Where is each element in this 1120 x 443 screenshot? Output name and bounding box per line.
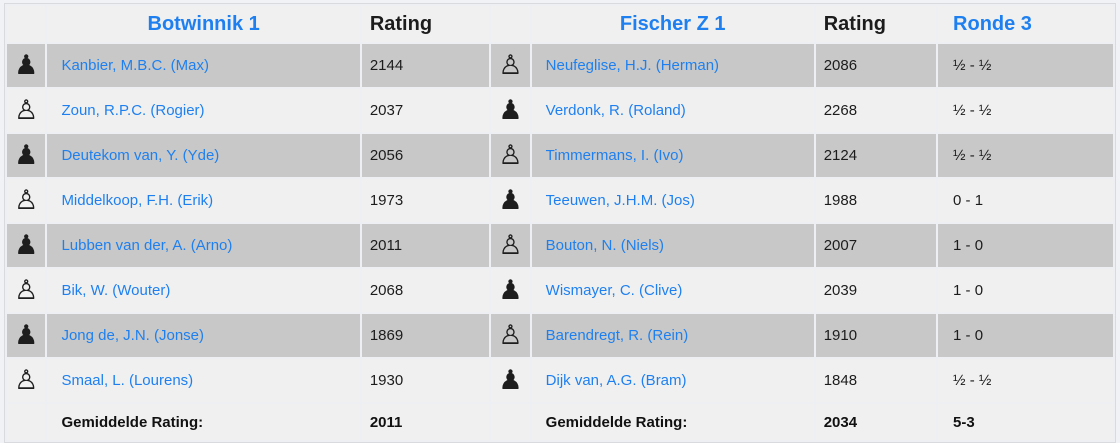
match-table: Botwinnik 1 Rating Fischer Z 1 Rating Ro… bbox=[4, 4, 1115, 442]
away-player-link[interactable]: Dijk van, A.G. (Bram) bbox=[529, 357, 816, 404]
black-pawn-icon: ♟ bbox=[4, 312, 48, 359]
home-player-rating: 1869 bbox=[359, 312, 492, 359]
away-average-rating-label: Gemiddelde Rating: bbox=[529, 402, 816, 442]
white-pawn-icon: ♙ bbox=[4, 87, 48, 134]
away-player-link[interactable]: Bouton, N. (Niels) bbox=[529, 222, 816, 269]
away-rating-header: Rating bbox=[813, 4, 939, 44]
footer-piece-cell bbox=[489, 402, 532, 442]
home-player-link[interactable]: Zoun, R.P.C. (Rogier) bbox=[45, 87, 362, 134]
board-result: ½ - ½ bbox=[936, 87, 1115, 134]
average-rating-row: Gemiddelde Rating: 2011 Gemiddelde Ratin… bbox=[4, 402, 1115, 442]
home-player-rating: 1930 bbox=[359, 357, 492, 404]
white-pawn-icon: ♙ bbox=[489, 222, 532, 269]
board-row-3: ♟ Deutekom van, Y. (Yde) 2056 ♙ Timmerma… bbox=[4, 132, 1115, 179]
away-player-link[interactable]: Verdonk, R. (Roland) bbox=[529, 87, 816, 134]
header-row: Botwinnik 1 Rating Fischer Z 1 Rating Ro… bbox=[4, 4, 1115, 44]
home-player-link[interactable]: Lubben van der, A. (Arno) bbox=[45, 222, 362, 269]
home-player-link[interactable]: Kanbier, M.B.C. (Max) bbox=[45, 42, 362, 89]
board-result: 1 - 0 bbox=[936, 222, 1115, 269]
board-result: ½ - ½ bbox=[936, 132, 1115, 179]
home-player-rating: 2144 bbox=[359, 42, 492, 89]
away-player-rating: 2086 bbox=[813, 42, 939, 89]
board-row-6: ♙ Bik, W. (Wouter) 2068 ♟ Wismayer, C. (… bbox=[4, 267, 1115, 314]
white-pawn-icon: ♙ bbox=[4, 177, 48, 224]
board-result: ½ - ½ bbox=[936, 357, 1115, 404]
white-pawn-icon: ♙ bbox=[489, 42, 532, 89]
black-pawn-icon: ♟ bbox=[4, 132, 48, 179]
away-player-rating: 2268 bbox=[813, 87, 939, 134]
away-player-link[interactable]: Barendregt, R. (Rein) bbox=[529, 312, 816, 359]
black-pawn-icon: ♟ bbox=[4, 222, 48, 269]
home-player-rating: 2011 bbox=[359, 222, 492, 269]
home-team-header[interactable]: Botwinnik 1 bbox=[45, 4, 362, 44]
away-average-rating-value: 2034 bbox=[813, 402, 939, 442]
white-pawn-icon: ♙ bbox=[4, 267, 48, 314]
home-player-link[interactable]: Smaal, L. (Lourens) bbox=[45, 357, 362, 404]
footer-piece-cell bbox=[4, 402, 48, 442]
board-result: ½ - ½ bbox=[936, 42, 1115, 89]
match-total-score: 5-3 bbox=[936, 402, 1115, 442]
away-player-link[interactable]: Wismayer, C. (Clive) bbox=[529, 267, 816, 314]
board-row-7: ♟ Jong de, J.N. (Jonse) 1869 ♙ Barendreg… bbox=[4, 312, 1115, 359]
home-player-link[interactable]: Bik, W. (Wouter) bbox=[45, 267, 362, 314]
board-result: 1 - 0 bbox=[936, 312, 1115, 359]
away-player-rating: 2124 bbox=[813, 132, 939, 179]
black-pawn-icon: ♟ bbox=[489, 87, 532, 134]
black-pawn-icon: ♟ bbox=[489, 177, 532, 224]
away-player-rating: 1910 bbox=[813, 312, 939, 359]
board-result: 1 - 0 bbox=[936, 267, 1115, 314]
white-pawn-icon: ♙ bbox=[489, 312, 532, 359]
away-piece-header-cell bbox=[489, 4, 532, 44]
board-row-5: ♟ Lubben van der, A. (Arno) 2011 ♙ Bouto… bbox=[4, 222, 1115, 269]
white-pawn-icon: ♙ bbox=[489, 132, 532, 179]
away-player-rating: 1988 bbox=[813, 177, 939, 224]
board-row-4: ♙ Middelkoop, F.H. (Erik) 1973 ♟ Teeuwen… bbox=[4, 177, 1115, 224]
away-player-rating: 2039 bbox=[813, 267, 939, 314]
board-row-1: ♟ Kanbier, M.B.C. (Max) 2144 ♙ Neufeglis… bbox=[4, 42, 1115, 89]
away-player-link[interactable]: Timmermans, I. (Ivo) bbox=[529, 132, 816, 179]
away-team-header[interactable]: Fischer Z 1 bbox=[529, 4, 816, 44]
home-average-rating-label: Gemiddelde Rating: bbox=[45, 402, 362, 442]
home-average-rating-value: 2011 bbox=[359, 402, 492, 442]
home-player-rating: 2037 bbox=[359, 87, 492, 134]
home-piece-header-cell bbox=[4, 4, 48, 44]
home-player-link[interactable]: Deutekom van, Y. (Yde) bbox=[45, 132, 362, 179]
black-pawn-icon: ♟ bbox=[4, 42, 48, 89]
away-player-link[interactable]: Neufeglise, H.J. (Herman) bbox=[529, 42, 816, 89]
white-pawn-icon: ♙ bbox=[4, 357, 48, 404]
round-header[interactable]: Ronde 3 bbox=[936, 4, 1115, 44]
home-player-rating: 2056 bbox=[359, 132, 492, 179]
away-player-rating: 1848 bbox=[813, 357, 939, 404]
black-pawn-icon: ♟ bbox=[489, 267, 532, 314]
away-player-rating: 2007 bbox=[813, 222, 939, 269]
home-rating-header: Rating bbox=[359, 4, 492, 44]
away-player-link[interactable]: Teeuwen, J.H.M. (Jos) bbox=[529, 177, 816, 224]
board-row-8: ♙ Smaal, L. (Lourens) 1930 ♟ Dijk van, A… bbox=[4, 357, 1115, 404]
home-player-link[interactable]: Middelkoop, F.H. (Erik) bbox=[45, 177, 362, 224]
black-pawn-icon: ♟ bbox=[489, 357, 532, 404]
board-row-2: ♙ Zoun, R.P.C. (Rogier) 2037 ♟ Verdonk, … bbox=[4, 87, 1115, 134]
home-player-link[interactable]: Jong de, J.N. (Jonse) bbox=[45, 312, 362, 359]
board-result: 0 - 1 bbox=[936, 177, 1115, 224]
home-player-rating: 1973 bbox=[359, 177, 492, 224]
home-player-rating: 2068 bbox=[359, 267, 492, 314]
